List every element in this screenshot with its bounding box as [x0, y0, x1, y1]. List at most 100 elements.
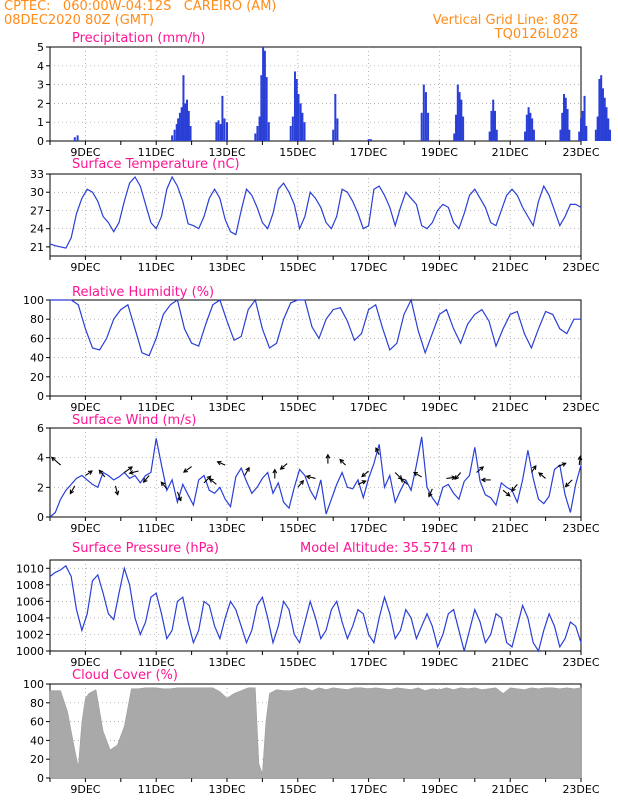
precip-bar — [458, 92, 461, 141]
precip-bar — [171, 135, 174, 141]
wind-arrow-head — [305, 474, 311, 480]
wind-arrow-head — [413, 471, 419, 477]
precip-bar — [295, 78, 298, 141]
precip-bar — [455, 114, 458, 141]
precip-bar — [564, 97, 567, 141]
wind-arrow-head — [325, 453, 331, 459]
wind-arrow-head — [128, 466, 133, 471]
precip-bar — [217, 120, 220, 141]
precip-bar — [258, 116, 261, 141]
precip-bar — [488, 131, 491, 141]
precip-bar — [219, 124, 222, 141]
temp-ytick-label: 24 — [30, 223, 44, 236]
cloud-ytick-label: 60 — [30, 716, 44, 729]
wind-arrow — [114, 485, 119, 495]
rh-ytick-label: 20 — [30, 371, 44, 384]
precip-ytick-label: 5 — [37, 41, 44, 54]
wind-arrow — [413, 472, 422, 478]
wind-xtick-label: 23DEC — [562, 522, 599, 535]
wind-arrow-head — [400, 478, 405, 483]
wind-arrow-head — [511, 486, 516, 492]
precip-bar — [563, 94, 566, 141]
precip-bar — [291, 116, 294, 141]
precip-bar — [180, 107, 183, 141]
wind-arrow — [69, 485, 76, 494]
pressure-ytick-label: 1004 — [16, 612, 44, 625]
pressure-ytick-label: 1008 — [16, 579, 44, 592]
temp-ytick-label: 21 — [30, 241, 44, 254]
wind-arrow-head — [361, 480, 367, 485]
wind-xtick-label: 11DEC — [138, 522, 175, 535]
model-code: TQ0126L028 — [494, 27, 578, 42]
precip-bar — [367, 139, 370, 141]
precip-xtick-label: 19DEC — [421, 146, 458, 159]
rh-ytick-label: 60 — [30, 332, 44, 345]
wind-arrow — [203, 475, 211, 484]
precip-bar — [566, 109, 569, 141]
rh-ytick-label: 40 — [30, 352, 44, 365]
precip-bar — [260, 75, 263, 141]
precip-bar — [609, 129, 612, 141]
precip-bar — [267, 122, 270, 141]
pressure-xtick-label: 13DEC — [208, 656, 245, 669]
precip-bar — [495, 129, 498, 141]
wind-arrow — [85, 470, 93, 476]
wind-title: Surface Wind (m/s) — [72, 413, 196, 428]
pressure-xtick-label: 11DEC — [138, 656, 175, 669]
wind-arrow — [183, 466, 192, 473]
wind-arrow-head — [339, 458, 345, 464]
precip-bar — [76, 135, 79, 141]
precip-bar — [173, 129, 176, 141]
precip-bar — [297, 94, 300, 141]
precip-bar — [427, 112, 430, 141]
cloud-ytick-label: 40 — [30, 734, 44, 747]
wind-arrow — [375, 447, 380, 455]
precip-bar — [578, 131, 581, 141]
temp-xtick-label: 17DEC — [350, 261, 387, 274]
precip-bar — [492, 99, 495, 141]
precip-bar — [493, 110, 496, 141]
wind-arrow-head — [480, 477, 486, 483]
wind-arrow-head — [505, 491, 511, 497]
wind-arrow-head — [428, 492, 433, 498]
rh-xtick-label: 21DEC — [492, 401, 529, 414]
wind-arrow-head — [245, 466, 250, 472]
wind-arrow-head — [182, 468, 188, 473]
wind-arrow — [428, 488, 433, 497]
precip-bar — [462, 116, 465, 141]
wind-arrow-head — [564, 482, 570, 488]
wind-arrow — [98, 469, 106, 478]
cloud-ytick-label: 80 — [30, 697, 44, 710]
wind-arrow — [502, 489, 511, 497]
precip-bar — [299, 103, 302, 141]
temp-xtick-label: 11DEC — [138, 261, 175, 274]
pressure-xtick-label: 9DEC — [70, 656, 100, 669]
wind-arrow — [454, 472, 462, 480]
wind-arrow — [446, 476, 456, 479]
wind-arrow-head — [538, 472, 544, 477]
precip-ytick-label: 0 — [37, 135, 44, 148]
cloud-xtick-label: 17DEC — [350, 783, 387, 796]
precip-bar — [585, 125, 588, 141]
wind-arrow-head — [279, 465, 285, 470]
wind-arrow-head — [114, 490, 120, 496]
wind-series-line — [49, 436, 582, 518]
wind-xtick-label: 19DEC — [421, 522, 458, 535]
precip-bar — [531, 118, 534, 141]
temp-xtick-label: 19DEC — [421, 261, 458, 274]
precip-bar — [532, 129, 535, 141]
wind-arrow-head — [272, 468, 278, 474]
precip-title: Precipitation (mm/h) — [72, 31, 205, 46]
wind-arrow — [357, 480, 366, 485]
temp-title: Surface Temperature (nC) — [72, 157, 240, 172]
precip-ytick-label: 3 — [37, 79, 44, 92]
wind-arrow-head — [375, 447, 380, 453]
cloud-xtick-label: 15DEC — [279, 783, 316, 796]
date-header: 08DEC2020 80Z (GMT) — [4, 13, 155, 28]
precip-frame — [49, 46, 582, 142]
wind-arrow-head — [177, 496, 182, 502]
precip-bar — [303, 122, 306, 141]
rh-xtick-label: 17DEC — [350, 401, 387, 414]
wind-frame — [49, 427, 582, 518]
rh-xtick-label: 11DEC — [138, 401, 175, 414]
